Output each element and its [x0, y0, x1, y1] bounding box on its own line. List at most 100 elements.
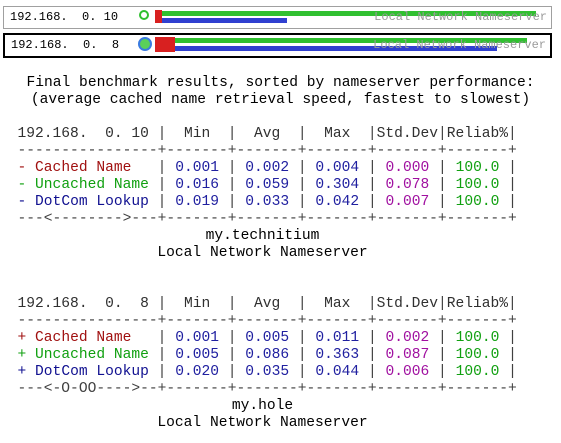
- summary-line: Final benchmark results, sorted by names…: [26, 75, 535, 91]
- separator: |: [227, 160, 237, 176]
- separator: |: [438, 364, 447, 380]
- separator: |: [297, 330, 307, 346]
- separator: |: [438, 160, 447, 176]
- separator: |: [297, 160, 307, 176]
- cell-value: 0.044: [315, 364, 360, 380]
- rule-text: ----------------+-------+-------+-------…: [17, 313, 517, 329]
- nameserver-row-selected[interactable]: 192.168. 0. 8 Local Network Nameserver: [3, 33, 552, 58]
- host-name: my.technitium: [205, 228, 320, 244]
- cell-value: 100.0: [455, 364, 500, 380]
- header-line: 192.168. 0. 8 | Min | Avg | Max |Std.Dev…: [0, 296, 561, 313]
- rule: ----------------+-------+-------+-------…: [0, 313, 561, 330]
- row-name: Cached Name: [35, 160, 132, 176]
- separator: |: [367, 126, 377, 142]
- separator: |: [157, 330, 167, 346]
- result-row: + Uncached Name | 0.005 | 0.086 | 0.363 …: [0, 347, 561, 364]
- table-ip: 192.168. 0. 10: [17, 126, 149, 142]
- row-name: DotCom Lookup: [35, 364, 149, 380]
- column-header: Max: [324, 126, 351, 142]
- separator: |: [157, 364, 167, 380]
- cell-value: 100.0: [455, 160, 500, 176]
- separator: |: [367, 296, 377, 312]
- cell-value: 0.004: [315, 160, 360, 176]
- dotcom-bar: [175, 46, 497, 51]
- row-prefix: +: [17, 364, 27, 380]
- summary-line: (average cached name retrieval speed, fa…: [30, 92, 531, 108]
- footer-rule: ---<-------->---+-------+-------+-------…: [0, 211, 561, 228]
- label: Local Network Nameserver: [373, 38, 546, 52]
- table-ip: 192.168. 0. 8: [17, 296, 149, 312]
- cell-value: 0.006: [385, 364, 430, 380]
- separator: |: [508, 330, 517, 346]
- cell-value: 100.0: [455, 177, 500, 193]
- separator: |: [227, 296, 237, 312]
- separator: |: [367, 364, 377, 380]
- separator: |: [157, 177, 167, 193]
- results-table: 192.168. 0. 8 | Min | Avg | Max |Std.Dev…: [0, 296, 561, 432]
- cell-value: 0.086: [245, 347, 290, 363]
- row-prefix: -: [17, 194, 27, 210]
- cell-value: 0.087: [385, 347, 430, 363]
- result-row: + DotCom Lookup | 0.020 | 0.035 | 0.044 …: [0, 364, 561, 381]
- result-row: - DotCom Lookup | 0.019 | 0.033 | 0.042 …: [0, 194, 561, 211]
- separator: |: [227, 347, 237, 363]
- cell-value: 0.042: [315, 194, 360, 210]
- separator: |: [297, 347, 307, 363]
- cell-value: 0.005: [175, 347, 219, 363]
- separator: |: [508, 347, 517, 363]
- cell-value: 0.016: [175, 177, 219, 193]
- column-header: Reliab%: [446, 296, 509, 312]
- footer-rule: ---<-O-OO---->--+-------+-------+-------…: [0, 381, 561, 398]
- label: Local Network Nameserver: [374, 10, 547, 24]
- separator: |: [157, 194, 167, 210]
- cell-value: 0.078: [385, 177, 430, 193]
- cell-value: 0.304: [315, 177, 360, 193]
- cell-value: 0.019: [175, 194, 219, 210]
- separator: |: [157, 126, 167, 142]
- result-row: + Cached Name | 0.001 | 0.005 | 0.011 | …: [0, 330, 561, 347]
- column-header: Max: [324, 296, 351, 312]
- separator: |: [367, 347, 377, 363]
- cell-value: 0.000: [385, 160, 430, 176]
- cell-value: 0.035: [245, 364, 290, 380]
- separator: |: [438, 194, 447, 210]
- ip: 192.168. 0. 8: [11, 38, 120, 52]
- separator: |: [297, 126, 307, 142]
- results-table: 192.168. 0. 10 | Min | Avg | Max |Std.De…: [0, 126, 561, 262]
- separator: |: [157, 347, 167, 363]
- separator: |: [297, 296, 307, 312]
- separator: |: [297, 194, 307, 210]
- separator: |: [508, 160, 517, 176]
- cached-bar: [155, 10, 162, 23]
- cell-value: 0.002: [245, 160, 290, 176]
- separator: |: [297, 177, 307, 193]
- host-description: Local Network Nameserver: [157, 245, 368, 261]
- cell-value: 0.002: [385, 330, 430, 346]
- cell-value: 0.007: [385, 194, 430, 210]
- column-header: Min: [183, 126, 211, 142]
- separator: |: [508, 126, 517, 142]
- host-name: my.hole: [231, 398, 294, 414]
- separator: |: [508, 177, 517, 193]
- column-header: Reliab%: [446, 126, 509, 142]
- row-name: Uncached Name: [35, 347, 149, 363]
- separator: |: [227, 194, 237, 210]
- separator: |: [508, 194, 517, 210]
- separator: |: [227, 364, 237, 380]
- separator: |: [227, 177, 237, 193]
- nameserver-row[interactable]: 192.168. 0. 10 Local Network Nameserver: [3, 6, 552, 29]
- row-prefix: -: [17, 160, 27, 176]
- row-name: Cached Name: [35, 330, 132, 346]
- uncached-bar: [162, 11, 536, 16]
- uncached-bar: [175, 38, 527, 43]
- separator: |: [367, 160, 377, 176]
- separator: |: [157, 160, 167, 176]
- separator: |: [367, 194, 377, 210]
- summary: Final benchmark results, sorted by names…: [0, 75, 561, 109]
- separator: |: [437, 126, 447, 142]
- row-prefix: +: [17, 330, 27, 346]
- status-icon: [138, 37, 152, 51]
- cell-value: 0.020: [175, 364, 219, 380]
- cell-value: 0.059: [245, 177, 290, 193]
